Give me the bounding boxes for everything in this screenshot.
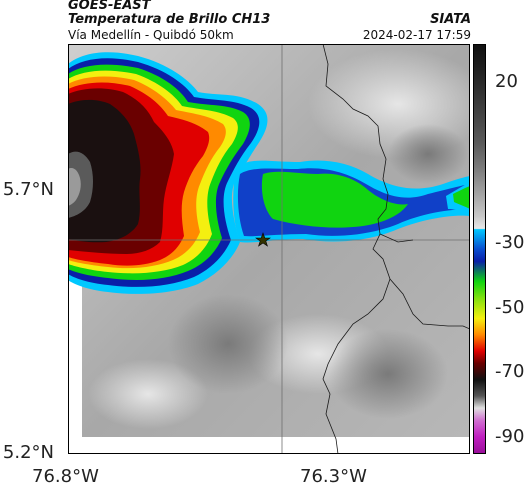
lon-tick-label: 76.3°W xyxy=(300,466,367,487)
storm-east-green xyxy=(261,171,408,228)
organization-label: SIATA xyxy=(430,12,471,27)
colorbar-tick-label: -50 xyxy=(495,296,525,318)
cloud-dark-patch xyxy=(168,294,288,394)
satellite-title: GOES-EAST xyxy=(68,0,151,13)
map-frame xyxy=(68,44,470,454)
location-star-marker xyxy=(255,232,271,247)
bottom-white-band xyxy=(68,437,470,454)
admin-border xyxy=(379,233,414,243)
timestamp-label: 2024-02-17 17:59 xyxy=(362,28,471,42)
region-subtitle: Vía Medellín - Quibdó 50km xyxy=(68,28,234,42)
colorbar-tick-label: -90 xyxy=(495,425,525,447)
admin-border xyxy=(322,278,391,454)
left-white-band xyxy=(68,264,82,454)
storm-east-green-tail xyxy=(453,186,470,209)
lat-tick-label: 5.2°N xyxy=(2,442,54,463)
satellite-map xyxy=(68,44,470,454)
colorbar-tick-label: -30 xyxy=(495,232,525,254)
product-title: Temperatura de Brillo CH13 xyxy=(68,12,271,27)
cloud-dark-patch xyxy=(328,329,448,419)
lon-tick-label: 76.8°W xyxy=(32,466,99,487)
colorbar xyxy=(473,44,486,454)
colorbar-tick-label: 20 xyxy=(495,70,518,92)
storm-west-core-light xyxy=(68,168,81,206)
admin-border xyxy=(322,44,470,330)
cloud-light-patch xyxy=(88,359,208,429)
lat-tick-label: 5.7°N xyxy=(2,179,54,201)
cloud-dark-patch xyxy=(388,124,468,184)
colorbar-tick-label: -70 xyxy=(495,361,525,383)
